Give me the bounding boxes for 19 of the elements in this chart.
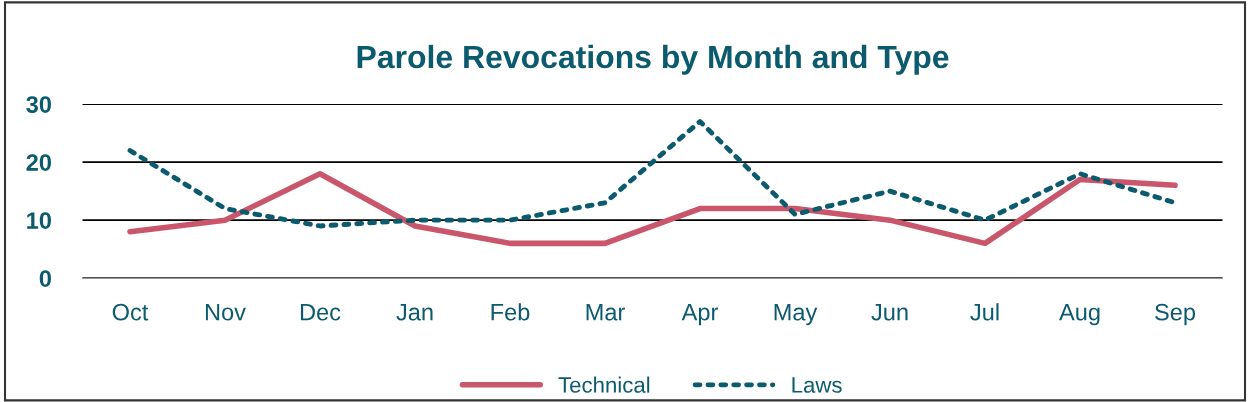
y-tick-label: 0 [39, 270, 51, 287]
x-tick-label: Feb [491, 303, 530, 321]
y-tick-label: 20 [26, 154, 51, 171]
x-tick-label: Nov [205, 304, 246, 321]
x-tick-label: Oct [112, 303, 149, 321]
x-tick-label: May [774, 304, 818, 326]
x-tick-label: Sep [1155, 303, 1196, 326]
legend-label: Laws [792, 377, 842, 393]
x-tick-label: Mar [586, 304, 625, 321]
x-tick-label: Dec [300, 304, 341, 321]
x-tick-label: Jul [970, 303, 999, 321]
legend-label: Technical [558, 376, 650, 393]
x-tick-label: Aug [1059, 304, 1100, 326]
y-tick-label: 30 [26, 96, 51, 113]
x-tick-label: Jan [396, 304, 433, 321]
x-tick-label: Apr [681, 304, 718, 326]
y-tick-label: 10 [27, 212, 51, 229]
chart-title: Parole Revocations by Month and Type [357, 44, 949, 75]
x-tick-label: Jun [871, 304, 908, 321]
